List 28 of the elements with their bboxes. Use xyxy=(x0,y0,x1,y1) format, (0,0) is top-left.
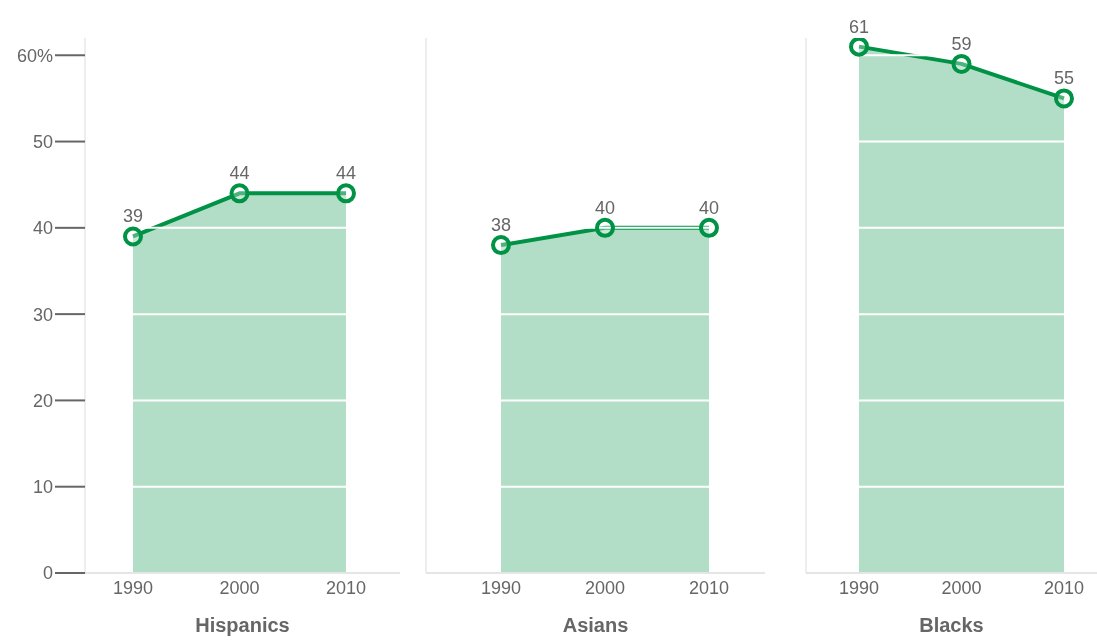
y-tick-label: 0 xyxy=(42,563,53,584)
x-tick-label: 2010 xyxy=(325,577,367,598)
x-tick-label: 1990 xyxy=(112,577,154,598)
data-label: 40 xyxy=(594,197,616,218)
data-label: 44 xyxy=(335,163,357,184)
data-label: 38 xyxy=(490,215,512,236)
data-label: 59 xyxy=(951,33,972,54)
x-tick-label: 2000 xyxy=(941,577,982,598)
data-label: 40 xyxy=(698,197,720,218)
y-tick-label: 40 xyxy=(32,218,53,239)
data-label: 44 xyxy=(229,163,250,184)
y-tick-label: 60% xyxy=(16,45,53,66)
data-label: 61 xyxy=(848,16,870,37)
data-label: 55 xyxy=(1053,68,1075,89)
x-tick-label: 2010 xyxy=(688,577,730,598)
y-tick-label: 10 xyxy=(32,477,53,498)
x-tick-label: 2010 xyxy=(1043,577,1085,598)
x-axis-title: Asians xyxy=(562,614,629,636)
data-label: 39 xyxy=(122,206,144,227)
x-axis-title: Blacks xyxy=(919,614,984,636)
x-tick-label: 2000 xyxy=(584,577,626,598)
x-axis-title: Hispanics xyxy=(195,614,290,636)
x-tick-label: 2000 xyxy=(219,577,260,598)
x-tick-label: 1990 xyxy=(838,577,880,598)
y-tick-label: 50 xyxy=(32,131,53,152)
x-tick-label: 1990 xyxy=(480,577,522,598)
y-tick-label: 20 xyxy=(32,390,53,411)
y-tick-label: 30 xyxy=(32,304,53,325)
